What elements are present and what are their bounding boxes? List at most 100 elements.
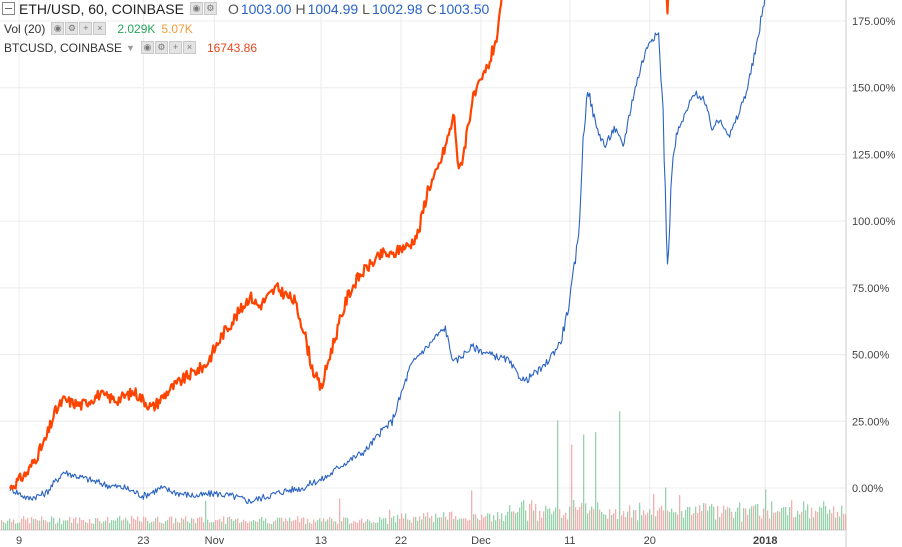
volume-bar: [757, 504, 759, 530]
volume-label[interactable]: Vol (20): [4, 21, 46, 36]
volume-bar: [1, 520, 3, 530]
volume-bar: [15, 523, 17, 530]
volume-bar: [49, 521, 51, 530]
eye-icon[interactable]: ◉: [51, 22, 65, 35]
gear-icon[interactable]: ⚙: [65, 22, 79, 35]
volume-bar: [483, 517, 485, 530]
volume-bar: [339, 498, 341, 530]
volume-bar: [725, 509, 727, 530]
eye-icon[interactable]: ◉: [140, 41, 154, 54]
volume-bar: [817, 512, 819, 530]
volume-bar: [737, 507, 739, 530]
volume-bar: [285, 518, 287, 530]
gear-icon[interactable]: ⚙: [154, 41, 168, 54]
volume-bar: [761, 518, 763, 530]
legend-main-row: ETH/USD, 60, COINBASE ◉ ⚙ O 1003.00 H 10…: [0, 0, 489, 17]
volume-bar: [219, 519, 221, 530]
volume-bar: [345, 517, 347, 530]
volume-bar: [351, 523, 353, 530]
volume-bar: [251, 521, 253, 530]
volume-bar: [127, 520, 129, 530]
volume-bar: [669, 512, 671, 530]
volume-bar: [79, 517, 81, 530]
volume-bar: [45, 520, 47, 530]
ohlc-close-value: 1003.50: [438, 0, 490, 17]
volume-bar: [63, 520, 65, 530]
volume-bar: [425, 516, 427, 530]
add-icon[interactable]: +: [79, 22, 93, 35]
compare-symbol-label[interactable]: BTCUSD, COINBASE: [4, 40, 123, 55]
close-icon[interactable]: ×: [182, 41, 196, 54]
volume-bar: [723, 505, 725, 530]
volume-bar: [733, 518, 735, 530]
volume-bar: [635, 510, 637, 530]
volume-bar: [145, 517, 147, 530]
volume-bar: [405, 513, 407, 530]
volume-bar: [719, 517, 721, 530]
volume-bar: [409, 520, 411, 530]
volume-bar: [11, 522, 13, 530]
volume-bar: [447, 519, 449, 530]
volume-bar: [67, 520, 69, 530]
volume-bar: [431, 516, 433, 530]
volume-bar: [651, 514, 653, 530]
volume-bar: [161, 522, 163, 530]
main-symbol-label[interactable]: ETH/USD, 60, COINBASE: [19, 0, 184, 17]
volume-bar: [607, 518, 609, 530]
volume-bar: [19, 522, 21, 530]
ohlc-low-label: L: [362, 0, 370, 17]
volume-bar: [137, 516, 139, 530]
volume-bar: [29, 523, 31, 530]
volume-bar: [217, 520, 219, 530]
volume-bar: [83, 520, 85, 530]
volume-bar: [639, 502, 641, 530]
volume-bar: [353, 520, 355, 530]
ohlc-open-label: O: [227, 0, 239, 17]
volume-bar: [37, 520, 39, 530]
legend-compare-row: BTCUSD, COINBASE ▼ ◉ ⚙ + × 16743.86: [0, 39, 257, 56]
volume-bar: [169, 516, 171, 530]
y-tick-label: 0.00%: [852, 483, 883, 495]
volume-bar: [349, 523, 351, 530]
volume-bar: [369, 520, 371, 530]
volume-bar: [437, 517, 439, 530]
volume-bar: [829, 509, 831, 530]
volume-bar: [411, 522, 413, 530]
eye-icon[interactable]: ◉: [189, 2, 203, 15]
volume-bar: [571, 444, 573, 530]
volume-bar: [371, 522, 373, 530]
volume-bar: [805, 510, 807, 530]
volume-bar: [99, 521, 101, 530]
add-icon[interactable]: +: [168, 41, 182, 54]
volume-bar: [273, 521, 275, 530]
volume-bar: [383, 518, 385, 530]
volume-bar: [839, 516, 841, 530]
volume-bar: [187, 521, 189, 530]
volume-bar: [375, 523, 377, 530]
volume-bar: [691, 514, 693, 530]
volume-bar: [7, 520, 9, 530]
close-icon[interactable]: ×: [93, 22, 107, 35]
volume-bar: [633, 510, 635, 530]
volume-bar: [359, 520, 361, 530]
volume-bar: [797, 510, 799, 530]
volume-bar: [587, 513, 589, 530]
volume-bar: [531, 500, 533, 530]
volume-bar: [643, 510, 645, 530]
x-tick-label: 22: [395, 535, 407, 547]
volume-bar: [597, 502, 599, 530]
volume-bar: [283, 521, 285, 530]
chevron-down-icon[interactable]: ▼: [126, 42, 135, 53]
volume-bar: [655, 516, 657, 530]
gear-icon[interactable]: ⚙: [203, 2, 217, 15]
volume-bar: [479, 520, 481, 530]
volume-bar: [459, 518, 461, 530]
volume-bar: [91, 523, 93, 530]
volume-bar: [493, 515, 495, 530]
volume-bar: [341, 521, 343, 530]
volume-bar: [779, 511, 781, 530]
volume-bar: [237, 518, 239, 530]
collapse-legend-icon[interactable]: [2, 2, 15, 15]
volume-bar: [203, 522, 205, 530]
